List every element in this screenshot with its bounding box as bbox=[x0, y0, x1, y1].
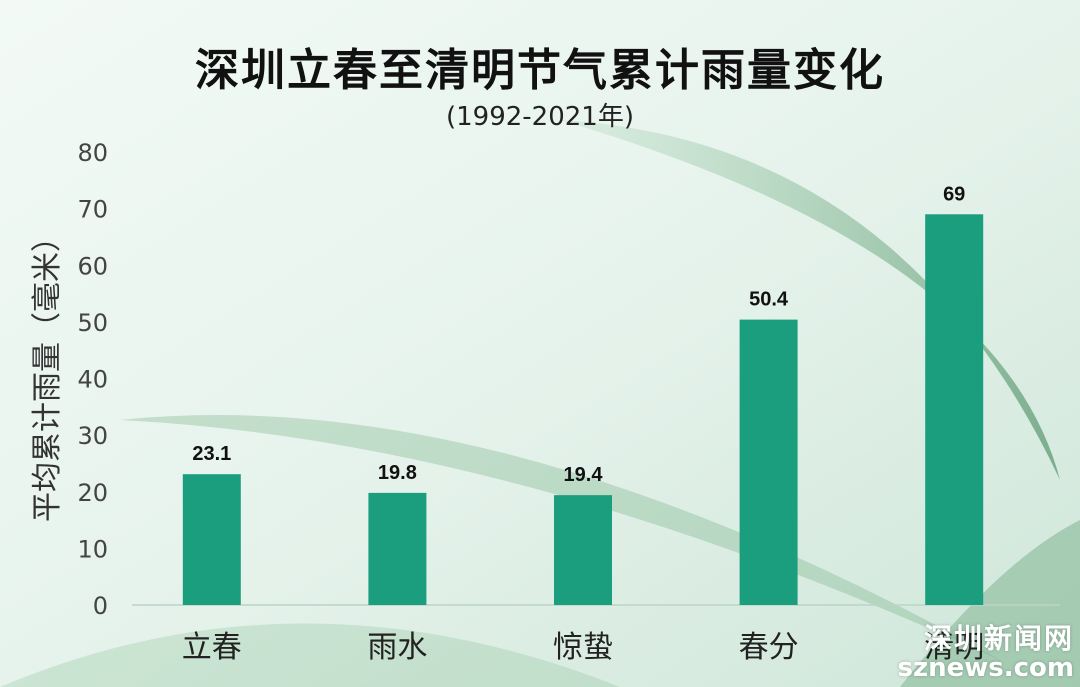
y-tick-label: 80 bbox=[77, 139, 108, 167]
data-label: 50.4 bbox=[749, 289, 789, 311]
y-tick-label: 70 bbox=[77, 196, 108, 224]
data-label: 19.8 bbox=[378, 462, 417, 484]
plot-area: 0 10 20 30 40 50 60 70 80 23.1 立春 19.8 雨水 19.4 惊蛰 50.4 春… bbox=[77, 139, 1060, 665]
x-tick-label: 春分 bbox=[739, 630, 799, 665]
bar bbox=[925, 214, 984, 605]
y-tick-label: 50 bbox=[77, 309, 108, 337]
y-tick-label: 30 bbox=[77, 422, 108, 450]
leaf-decoration bbox=[560, 120, 1060, 480]
x-tick-label: 雨水 bbox=[367, 630, 427, 665]
data-label: 19.4 bbox=[564, 464, 604, 486]
y-tick-label: 10 bbox=[77, 535, 108, 563]
y-tick-label: 20 bbox=[77, 479, 108, 507]
leaf-decoration bbox=[0, 623, 620, 687]
bar bbox=[739, 319, 798, 605]
y-tick-label: 0 bbox=[93, 592, 108, 620]
y-tick-label: 60 bbox=[77, 252, 108, 280]
bar bbox=[182, 474, 241, 605]
leaf-decoration bbox=[900, 520, 1080, 687]
chart-title: 深圳立春至清明节气累计雨量变化 bbox=[195, 45, 885, 96]
data-label: 23.1 bbox=[192, 443, 231, 465]
data-label: 69 bbox=[943, 183, 965, 205]
watermark-line1: 深圳新闻网 bbox=[923, 622, 1074, 655]
y-tick-label: 40 bbox=[77, 366, 108, 394]
x-tick-label: 立春 bbox=[182, 630, 242, 665]
chart-subtitle: (1992-2021年) bbox=[445, 102, 634, 132]
x-tick-label: 清明 bbox=[924, 630, 984, 665]
bar bbox=[554, 495, 612, 605]
watermark-logo: 深圳新闻网 sznews.com bbox=[898, 617, 1075, 683]
bar bbox=[368, 492, 427, 605]
watermark-line2: sznews.com bbox=[897, 653, 1075, 683]
y-axis-label: 平均累计雨量（毫米） bbox=[30, 222, 65, 522]
x-tick-label: 惊蛰 bbox=[553, 630, 613, 665]
